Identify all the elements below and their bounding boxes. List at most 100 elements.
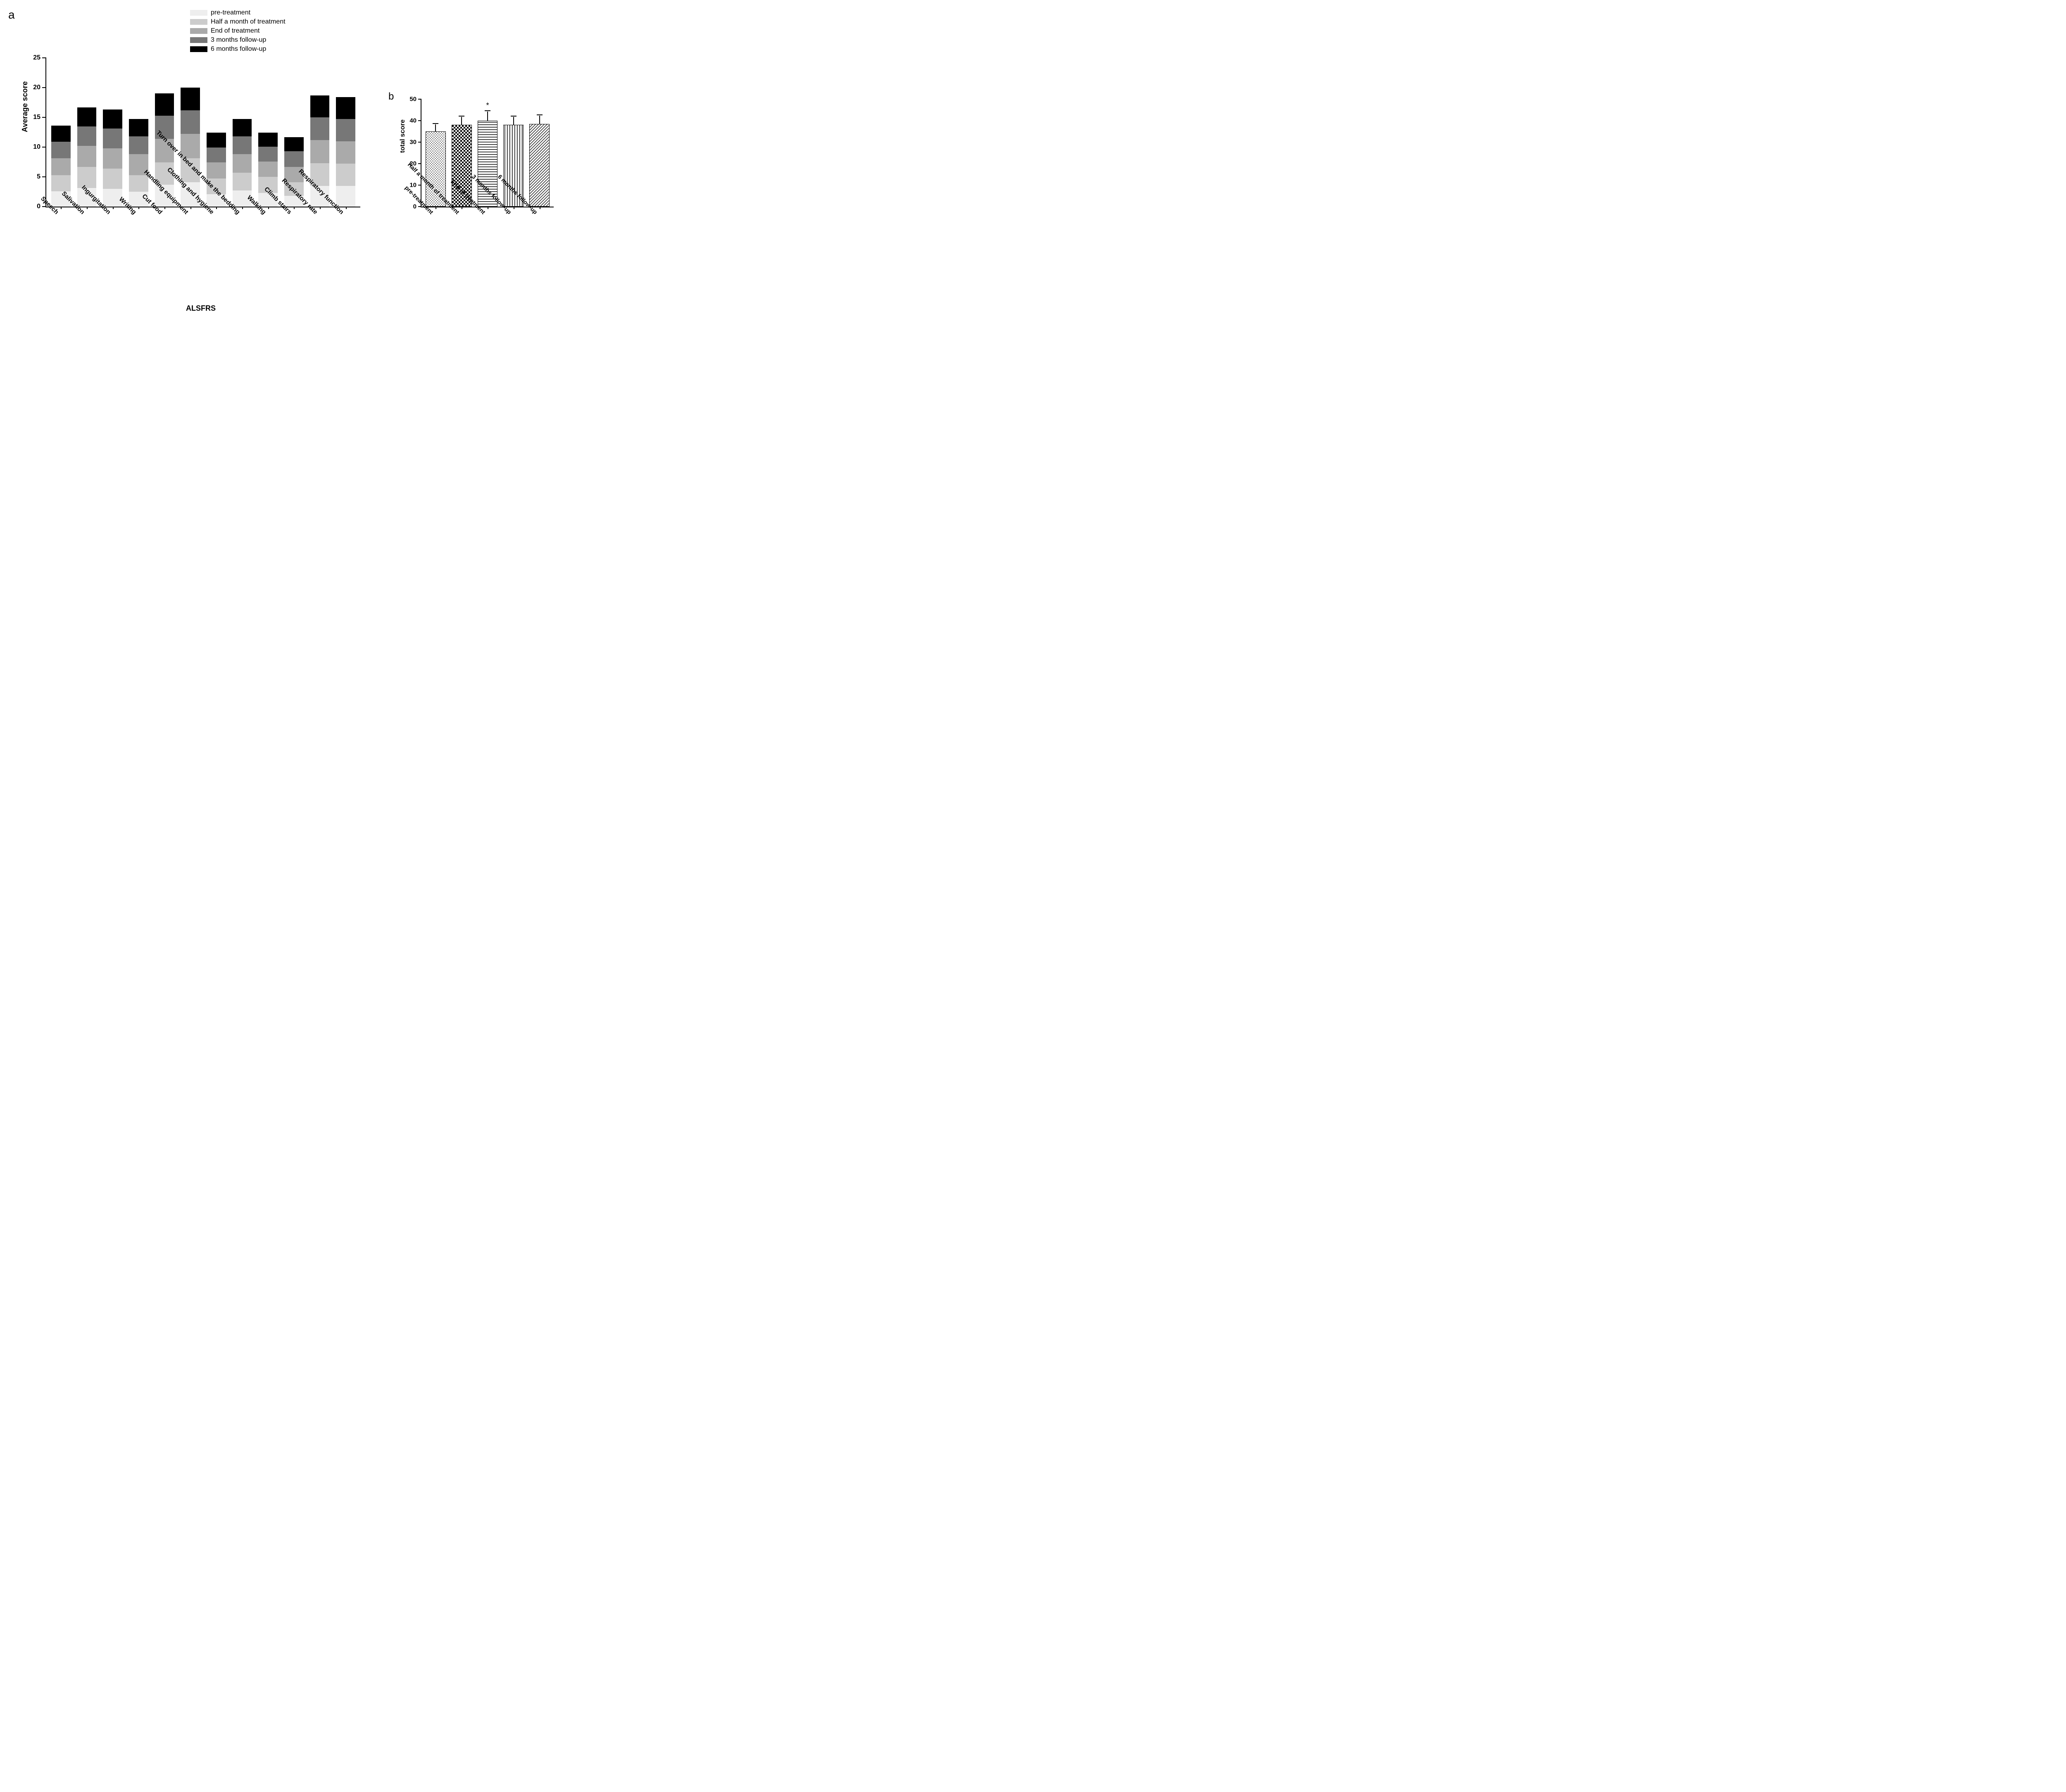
x-tick	[138, 207, 139, 209]
bar-segment	[129, 136, 148, 154]
bar-segment	[233, 173, 252, 190]
bar-segment	[103, 189, 122, 207]
error-bar	[435, 124, 436, 132]
legend-label: End of treatment	[211, 27, 259, 35]
bar-segment	[233, 154, 252, 173]
stacked-bar	[233, 119, 252, 207]
error-bar	[461, 117, 462, 126]
y-tick-label: 20	[30, 84, 40, 91]
error-bar-cap	[511, 116, 516, 117]
bar-segment	[258, 133, 278, 146]
bar-segment	[129, 175, 148, 192]
significance-marker: *	[486, 102, 489, 109]
bar-segment	[336, 164, 355, 186]
legend-label: 3 months follow-up	[211, 36, 266, 44]
y-tick	[42, 147, 46, 148]
panel-a-legend: pre-treatmentHalf a month of treatmentEn…	[190, 8, 286, 54]
bar-pattern	[530, 124, 549, 206]
panel-a: a pre-treatmentHalf a month of treatment…	[8, 8, 372, 331]
bar-segment	[207, 148, 226, 162]
y-tick	[418, 142, 421, 143]
bar-segment	[258, 162, 278, 177]
bar-segment	[77, 107, 97, 126]
bar-segment	[310, 140, 330, 163]
x-tick	[164, 207, 165, 209]
y-tick	[42, 117, 46, 118]
bar-segment	[207, 162, 226, 178]
bar-segment	[310, 95, 330, 117]
y-tick-label: 50	[407, 96, 417, 103]
legend-swatch	[190, 46, 207, 52]
bar-segment	[284, 137, 304, 152]
panel-b-label: b	[388, 91, 394, 102]
bar-segment	[51, 126, 71, 142]
y-tick	[418, 185, 421, 186]
bar-segment	[233, 136, 252, 154]
legend-swatch	[190, 28, 207, 34]
error-bar-cap	[433, 123, 438, 124]
x-tick	[190, 207, 191, 209]
legend-swatch	[190, 19, 207, 25]
legend-swatch	[190, 10, 207, 16]
x-tick	[216, 207, 217, 209]
y-tick	[42, 176, 46, 177]
figure: a pre-treatmentHalf a month of treatment…	[0, 0, 2066, 339]
bar-segment	[284, 151, 304, 167]
legend-label: pre-treatment	[211, 9, 250, 17]
bar	[529, 124, 550, 207]
error-bar	[513, 117, 514, 126]
bar-segment	[77, 167, 97, 188]
legend-item: Half a month of treatment	[190, 17, 286, 26]
bar-segment	[155, 93, 174, 115]
bar-segment	[103, 129, 122, 148]
bar-segment	[233, 119, 252, 136]
y-tick-label: 0	[407, 203, 417, 210]
error-bar	[487, 112, 488, 121]
y-tick	[418, 163, 421, 164]
panel-b: b total score 01020304050 * pre-treatmen…	[388, 8, 562, 331]
panel-a-y-axis-title: Average score	[21, 81, 29, 132]
x-tick	[268, 207, 269, 209]
panel-b-y-axis-title: total score	[399, 119, 407, 153]
bar-segment	[310, 117, 330, 140]
bar-segment	[336, 119, 355, 141]
bar-segment	[103, 169, 122, 189]
y-tick-label: 5	[30, 173, 40, 181]
x-tick	[346, 207, 347, 209]
bar-segment	[336, 141, 355, 164]
y-tick	[42, 57, 46, 58]
error-bar-cap	[459, 116, 464, 117]
error-bar	[539, 116, 540, 124]
bar-segment	[207, 133, 226, 148]
x-tick	[61, 207, 62, 209]
legend-item: End of treatment	[190, 26, 286, 36]
y-tick-label: 30	[407, 139, 417, 146]
x-tick	[242, 207, 243, 209]
bar-segment	[77, 146, 97, 167]
legend-item: 3 months follow-up	[190, 36, 286, 45]
y-tick	[418, 120, 421, 121]
x-tick	[320, 207, 321, 209]
bar-segment	[336, 97, 355, 119]
panel-a-label: a	[8, 8, 15, 21]
bar-segment	[51, 175, 71, 191]
bar-segment	[51, 158, 71, 175]
x-tick	[87, 207, 88, 209]
bar-segment	[336, 186, 355, 207]
legend-item: pre-treatment	[190, 8, 286, 17]
bar-segment	[77, 126, 97, 146]
bar-segment	[51, 142, 71, 158]
bar-segment	[103, 148, 122, 169]
panel-a-x-axis-title: ALSFRS	[186, 304, 216, 313]
legend-label: Half a month of treatment	[211, 18, 286, 26]
y-tick-label: 15	[30, 114, 40, 121]
error-bar-cap	[537, 114, 543, 115]
y-tick-label: 25	[30, 54, 40, 62]
stacked-bar	[336, 97, 355, 207]
x-tick	[294, 207, 295, 209]
y-tick-label: 0	[30, 203, 40, 210]
bar-segment	[181, 88, 200, 110]
bar-segment	[129, 119, 148, 136]
y-tick-label: 10	[30, 143, 40, 151]
x-tick	[113, 207, 114, 209]
